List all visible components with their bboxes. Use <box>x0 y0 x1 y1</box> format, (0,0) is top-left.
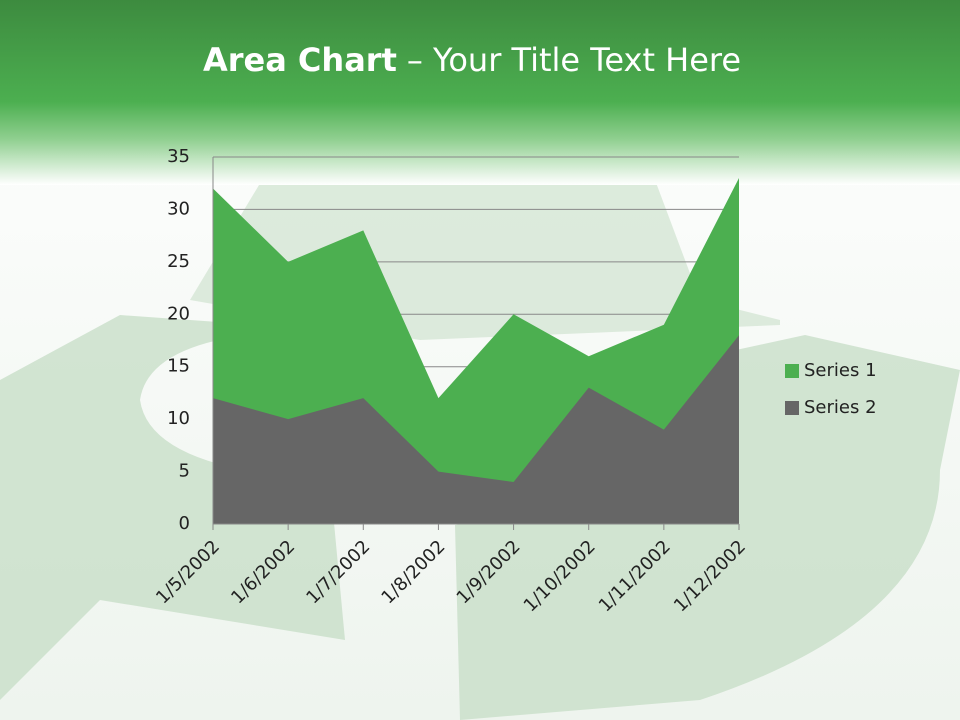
y-tick-label: 15 <box>167 356 190 377</box>
legend-swatch <box>785 364 799 378</box>
decor-arrow <box>455 335 960 720</box>
y-tick-label: 0 <box>179 513 190 534</box>
slide-title: Area Chart – Your Title Text Here <box>203 41 741 79</box>
legend-label: Series 1 <box>804 360 877 381</box>
header-band <box>0 0 960 185</box>
legend-swatch <box>785 401 799 415</box>
y-tick-label: 30 <box>167 198 190 219</box>
title-rest: – Your Title Text Here <box>407 41 741 79</box>
y-tick-label: 5 <box>179 461 190 482</box>
y-tick-label: 35 <box>167 146 190 167</box>
y-tick-label: 20 <box>167 303 190 324</box>
legend-label: Series 2 <box>804 397 877 418</box>
area <box>213 335 739 524</box>
decor-arrow <box>0 315 345 700</box>
y-tick-label: 10 <box>167 408 190 429</box>
title-bold: Area Chart <box>203 41 397 79</box>
y-tick-label: 25 <box>167 251 190 272</box>
